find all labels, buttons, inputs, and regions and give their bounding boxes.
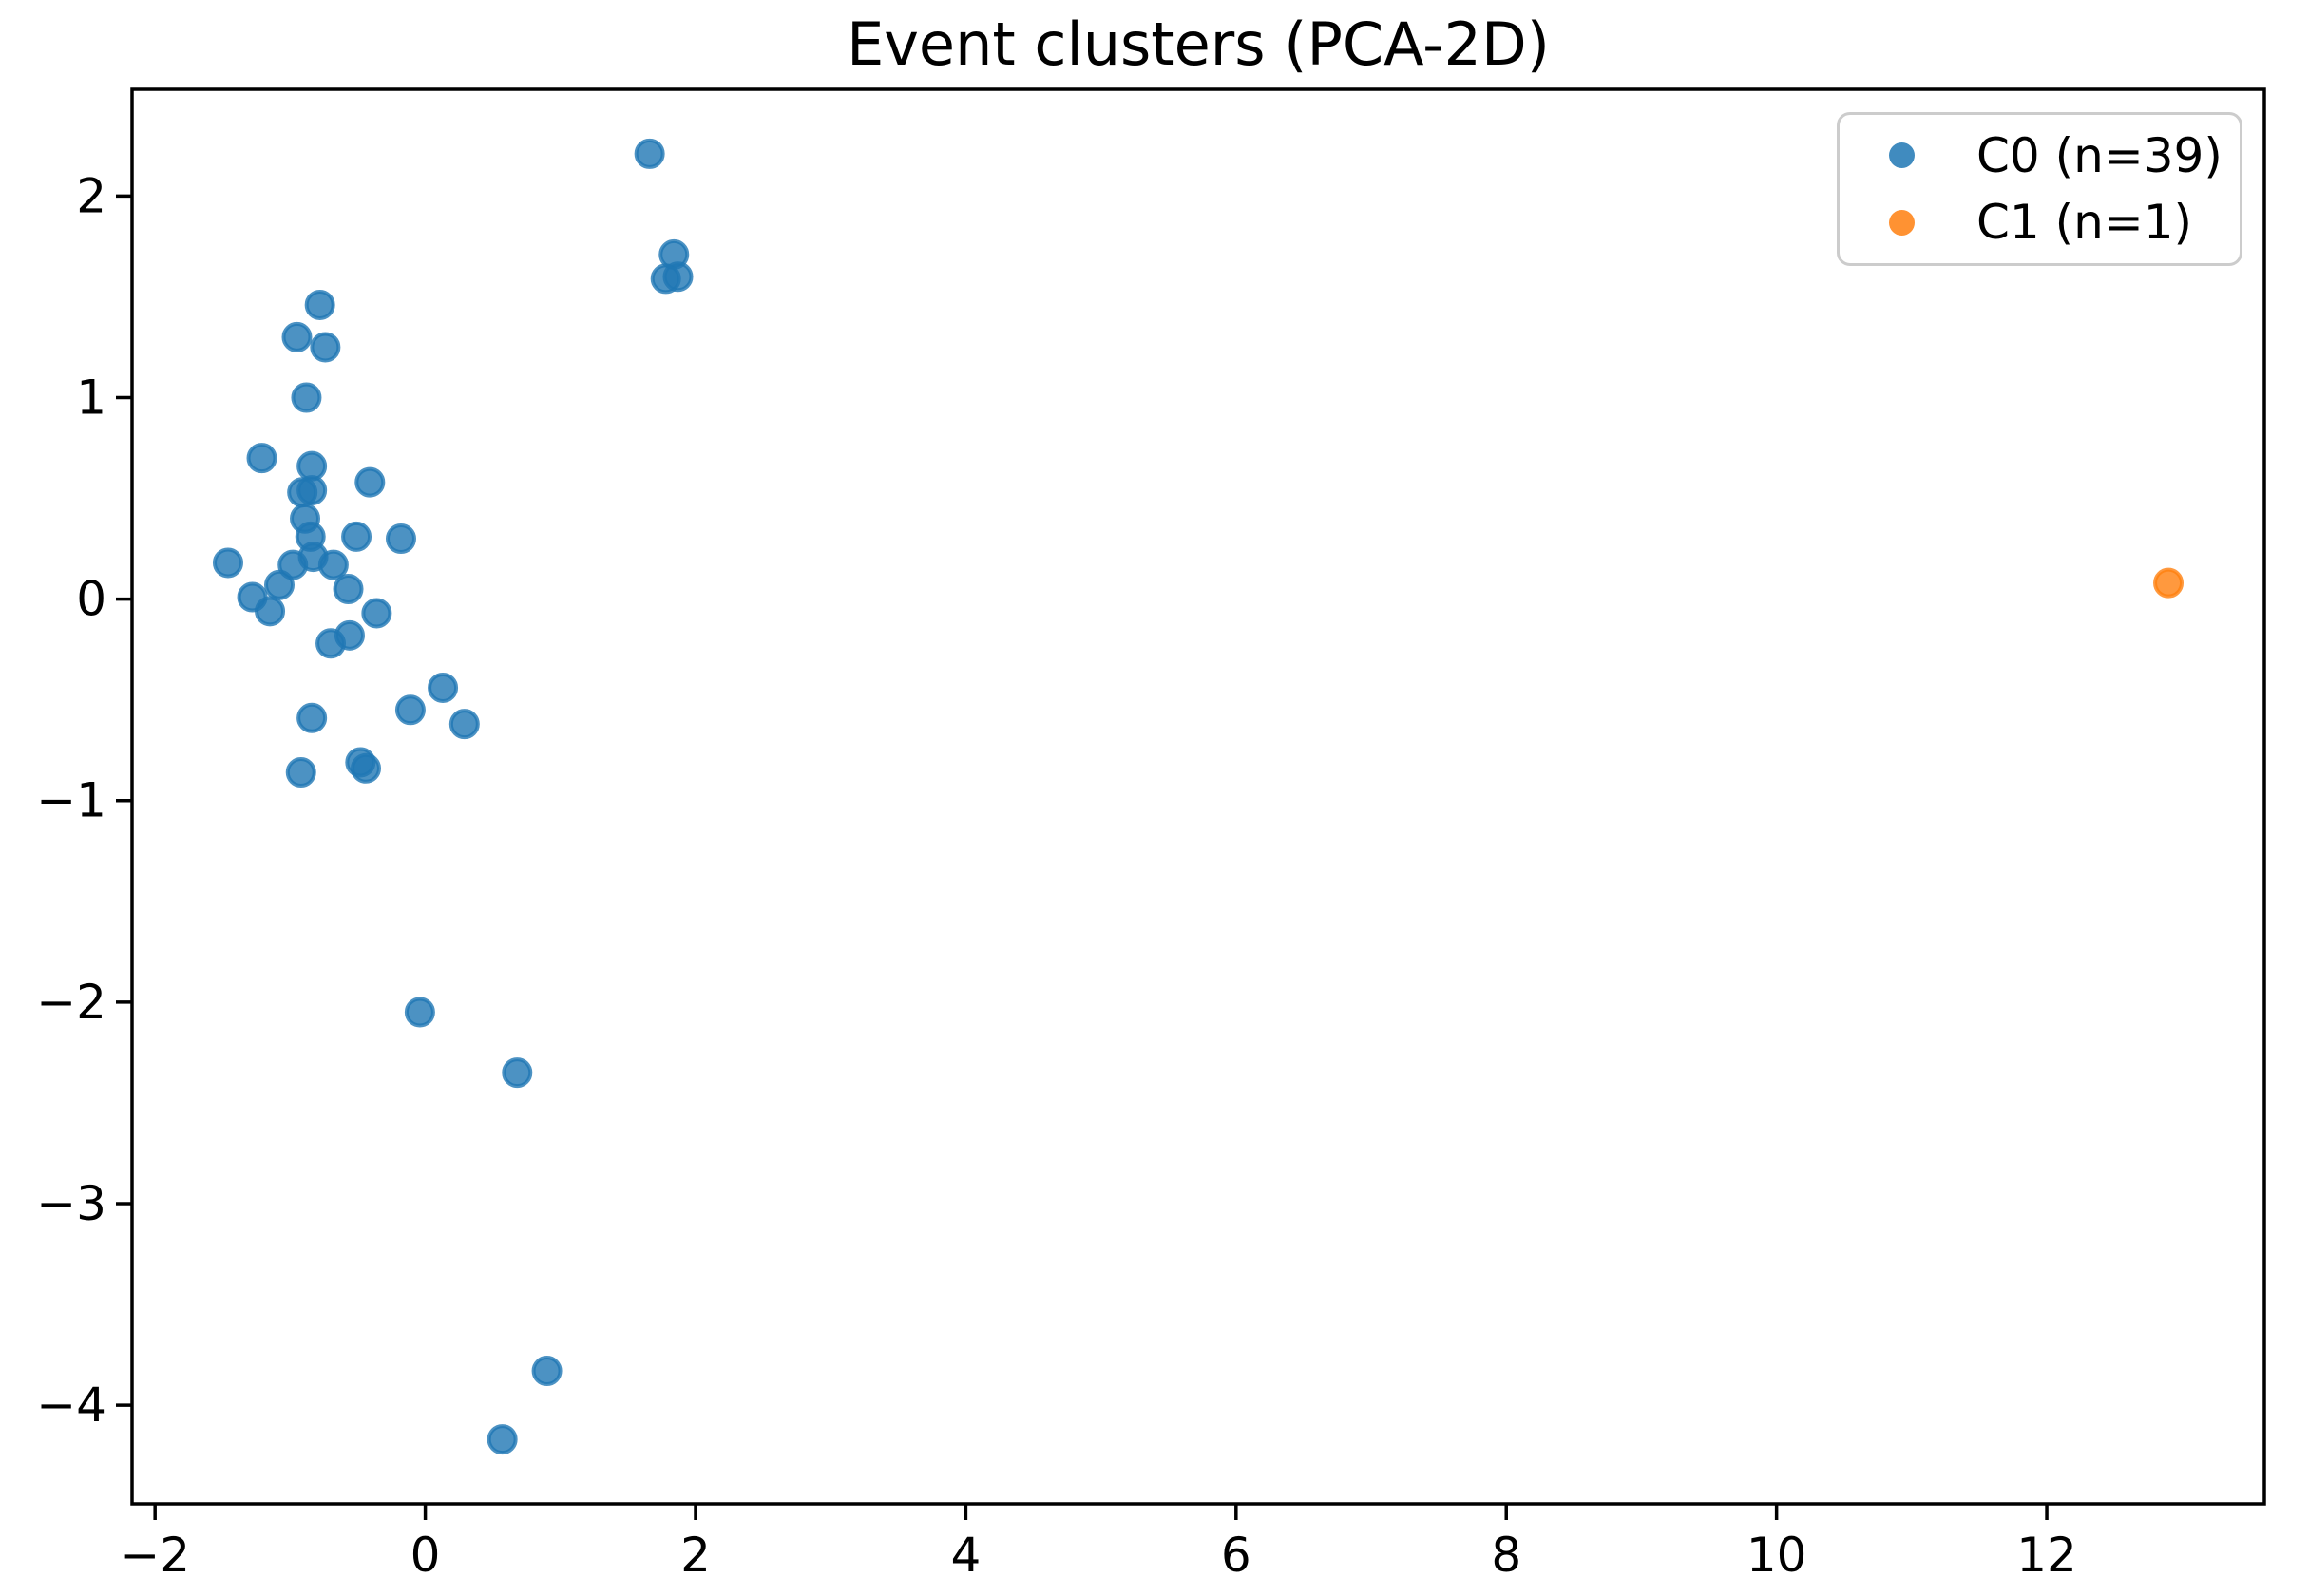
y-tick-label: 2 (76, 168, 106, 223)
y-tick-label: 0 (76, 572, 106, 627)
data-point-c0 (255, 596, 286, 627)
data-point-c0 (448, 709, 480, 740)
chart-title: Event clusters (PCA-2D) (847, 10, 1550, 79)
data-point-c0 (361, 598, 392, 629)
data-point-c0 (246, 443, 277, 474)
data-point-c0 (385, 523, 416, 555)
y-tick-label: −3 (36, 1176, 106, 1231)
data-point-c0 (404, 997, 435, 1028)
data-point-c1 (2153, 567, 2185, 598)
y-tick-label: −4 (36, 1378, 106, 1433)
y-tick-label: 1 (76, 370, 106, 426)
legend-label-c0: C0 (n=39) (1976, 127, 2223, 183)
data-point-c0 (502, 1057, 533, 1089)
legend: C0 (n=39) C1 (n=1) (1837, 112, 2242, 266)
legend-entry-c0: C0 (n=39) (1840, 129, 2240, 182)
data-point-c0 (291, 382, 322, 413)
x-tick-label: 6 (1221, 1528, 1251, 1583)
data-point-c0 (394, 694, 426, 726)
x-tick-label: 12 (2016, 1528, 2077, 1583)
y-tick-label: −1 (36, 773, 106, 828)
x-tick-label: 10 (1746, 1528, 1807, 1583)
data-point-c0 (341, 521, 372, 552)
data-point-c0 (281, 321, 313, 352)
y-tick-label: −2 (36, 975, 106, 1030)
data-point-c0 (317, 549, 349, 580)
data-point-c0 (354, 466, 386, 498)
data-point-c0 (285, 757, 316, 788)
legend-label-c1: C1 (n=1) (1976, 195, 2193, 251)
data-point-c0 (531, 1356, 563, 1387)
data-point-c0 (334, 619, 365, 651)
data-point-c0 (428, 672, 459, 703)
x-tick-label: −2 (120, 1528, 190, 1583)
axes-spines (130, 87, 2266, 1506)
data-point-c0 (264, 569, 296, 600)
data-point-c0 (296, 702, 328, 733)
data-point-c0 (487, 1424, 518, 1455)
data-point-c0 (662, 261, 694, 293)
x-tick-label: 2 (680, 1528, 711, 1583)
data-point-c0 (212, 547, 243, 579)
x-tick-label: 0 (410, 1528, 441, 1583)
x-tick-label: 8 (1491, 1528, 1521, 1583)
data-point-c0 (333, 574, 364, 605)
data-point-c0 (634, 138, 665, 169)
data-point-c0 (296, 475, 328, 506)
data-point-c0 (310, 332, 341, 363)
data-point-c0 (351, 752, 382, 784)
legend-entry-c1: C1 (n=1) (1840, 196, 2240, 249)
x-tick-label: 4 (951, 1528, 982, 1583)
data-point-c0 (304, 289, 335, 320)
c1-marker-icon (1889, 209, 1915, 236)
c0-marker-icon (1889, 142, 1915, 169)
